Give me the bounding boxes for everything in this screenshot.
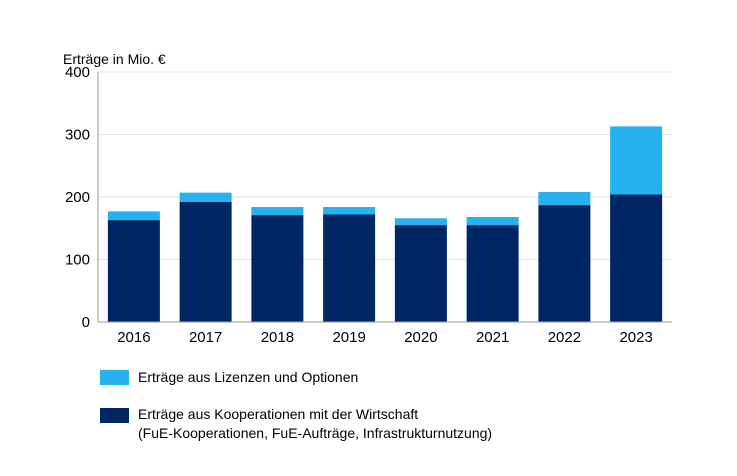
legend-label-kooperationen: Erträge aus Kooperationen mit der Wirtsc… bbox=[138, 406, 419, 422]
stacked-bar-chart: Erträge in Mio. € 0 100 200 300 400 2016 2017… bbox=[63, 51, 672, 346]
bar-2020-lizenzen bbox=[394, 218, 447, 226]
x-tick-label: 2016 bbox=[117, 329, 150, 346]
bar-2021-lizenzen bbox=[466, 217, 519, 226]
legend-label-kooperationen-block: Erträge aus Kooperationen mit der Wirtsc… bbox=[138, 405, 492, 443]
bar-2016-lizenzen bbox=[107, 211, 160, 221]
y-tick-label: 200 bbox=[65, 189, 90, 206]
bar-2023-lizenzen bbox=[610, 126, 663, 195]
x-tick-label: 2020 bbox=[404, 329, 437, 346]
bar-2020-kooperationen bbox=[394, 225, 447, 322]
legend-label-kooperationen-detail: (FuE-Kooperationen, FuE-Aufträge, Infras… bbox=[138, 425, 493, 441]
y-axis-label: Erträge in Mio. € bbox=[63, 51, 166, 67]
x-tick-label: 2019 bbox=[332, 329, 365, 346]
x-tick-label: 2021 bbox=[476, 329, 509, 346]
y-tick-label: 100 bbox=[65, 252, 90, 269]
legend-swatch-kooperationen bbox=[100, 408, 129, 423]
x-tick-labels: 2016 2017 2018 2019 2020 2021 2022 2023 bbox=[117, 329, 653, 346]
x-tick-label: 2023 bbox=[619, 329, 652, 346]
bar-2017-lizenzen bbox=[179, 192, 232, 202]
bar-2017-kooperationen bbox=[179, 202, 232, 322]
bar-2018-kooperationen bbox=[251, 215, 304, 322]
y-tick-label: 400 bbox=[65, 64, 90, 81]
legend-label-lizenzen: Erträge aus Lizenzen und Optionen bbox=[138, 369, 359, 385]
bar-2021-kooperationen bbox=[466, 225, 519, 322]
bar-2018-lizenzen bbox=[251, 207, 304, 216]
bar-2022-lizenzen bbox=[538, 192, 591, 206]
bar-2023-kooperationen bbox=[610, 194, 663, 322]
y-tick-label: 0 bbox=[82, 314, 90, 331]
x-tick-label: 2022 bbox=[548, 329, 581, 346]
bar-2022-kooperationen bbox=[538, 205, 591, 322]
bars bbox=[107, 126, 663, 322]
y-tick-labels: 0 100 200 300 400 bbox=[65, 64, 90, 331]
bar-2019-kooperationen bbox=[323, 214, 376, 322]
x-tick-label: 2017 bbox=[189, 329, 222, 346]
bar-2019-lizenzen bbox=[323, 207, 376, 215]
y-tick-label: 300 bbox=[65, 127, 90, 144]
x-tick-label: 2018 bbox=[261, 329, 294, 346]
bar-2016-kooperationen bbox=[107, 220, 160, 322]
legend-swatch-lizenzen bbox=[100, 370, 129, 385]
